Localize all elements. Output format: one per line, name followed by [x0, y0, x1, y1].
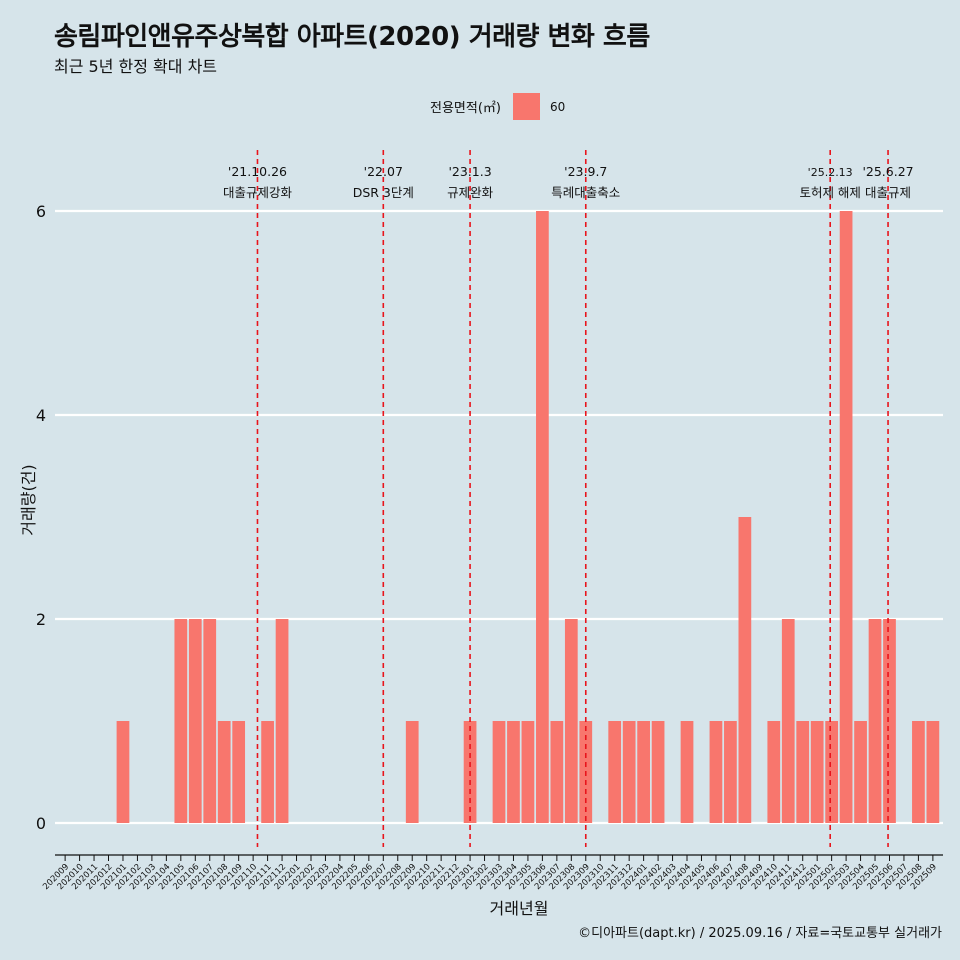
y-tick-label: 4	[36, 406, 46, 425]
legend-key-60	[512, 93, 540, 120]
bar-202306	[536, 211, 549, 823]
bar-202105	[174, 619, 188, 823]
legend: 전용면적(㎡) 60	[430, 93, 565, 120]
event-date: '21.10.26	[228, 164, 287, 179]
bar-202410	[767, 721, 781, 823]
bar-202509	[926, 721, 940, 823]
bar-202404	[680, 721, 694, 823]
bar-202412	[796, 721, 810, 823]
legend-label-60: 60	[549, 99, 566, 114]
bar-202312	[622, 721, 636, 823]
legend-title: 전용면적(㎡)	[430, 101, 501, 116]
caption: ©디아파트(dapt.kr) / 2025.09.16 / 자료=국토교통부 실…	[578, 926, 942, 941]
y-axis-title: 거래량(건)	[19, 464, 38, 535]
bar-202311	[608, 721, 622, 823]
bar-202501	[810, 721, 824, 823]
bar-202411	[781, 619, 795, 823]
event-date: '23.1.3	[448, 164, 491, 179]
event-label: 토허제 해제	[799, 185, 860, 200]
bar-202308	[564, 619, 578, 823]
bar-202111	[261, 721, 274, 823]
bar-202407	[724, 721, 737, 823]
y-tick-label: 0	[36, 814, 46, 833]
bar-202406	[709, 721, 723, 823]
bar-202505	[868, 619, 882, 823]
bar-202401	[637, 721, 650, 823]
page-title: 송림파인앤유주상복합 아파트(2020) 거래량 변화 흐름	[54, 22, 650, 52]
bar-202109	[232, 721, 246, 823]
y-tick-label: 6	[36, 202, 46, 221]
event-label: 대출규제강화	[223, 185, 293, 200]
page-subtitle: 최근 5년 한정 확대 차트	[54, 57, 218, 76]
event-label: 대출규제	[865, 185, 911, 200]
bar-202506	[883, 619, 896, 823]
y-tick-label: 2	[36, 610, 46, 629]
bar-202502	[825, 721, 839, 823]
event-label: 특례대출축소	[551, 185, 620, 200]
bar-202508	[912, 721, 925, 823]
event-date: '23.9.7	[564, 164, 607, 179]
bar-202209	[405, 721, 419, 823]
x-axis-title: 거래년월	[490, 899, 549, 918]
event-label: 규제완화	[447, 185, 494, 200]
event-label: DSR 3단계	[353, 185, 414, 200]
bar-202305	[521, 721, 535, 823]
bar-202307	[550, 721, 564, 823]
bar-202304	[507, 721, 520, 823]
bar-202101	[116, 721, 130, 823]
bar-202408	[738, 517, 752, 823]
event-date: '25.6.27	[862, 164, 913, 179]
event-date: '22.07	[364, 164, 403, 179]
bar-202503	[839, 211, 853, 823]
bar-202112	[275, 619, 289, 823]
bar-202108	[217, 721, 231, 823]
event-date: '25.2.13	[808, 166, 853, 179]
bar-202504	[854, 721, 867, 823]
bar-202303	[492, 721, 506, 823]
bar-202106	[188, 619, 202, 823]
bar-202107	[203, 619, 217, 823]
bar-202402	[651, 721, 665, 823]
